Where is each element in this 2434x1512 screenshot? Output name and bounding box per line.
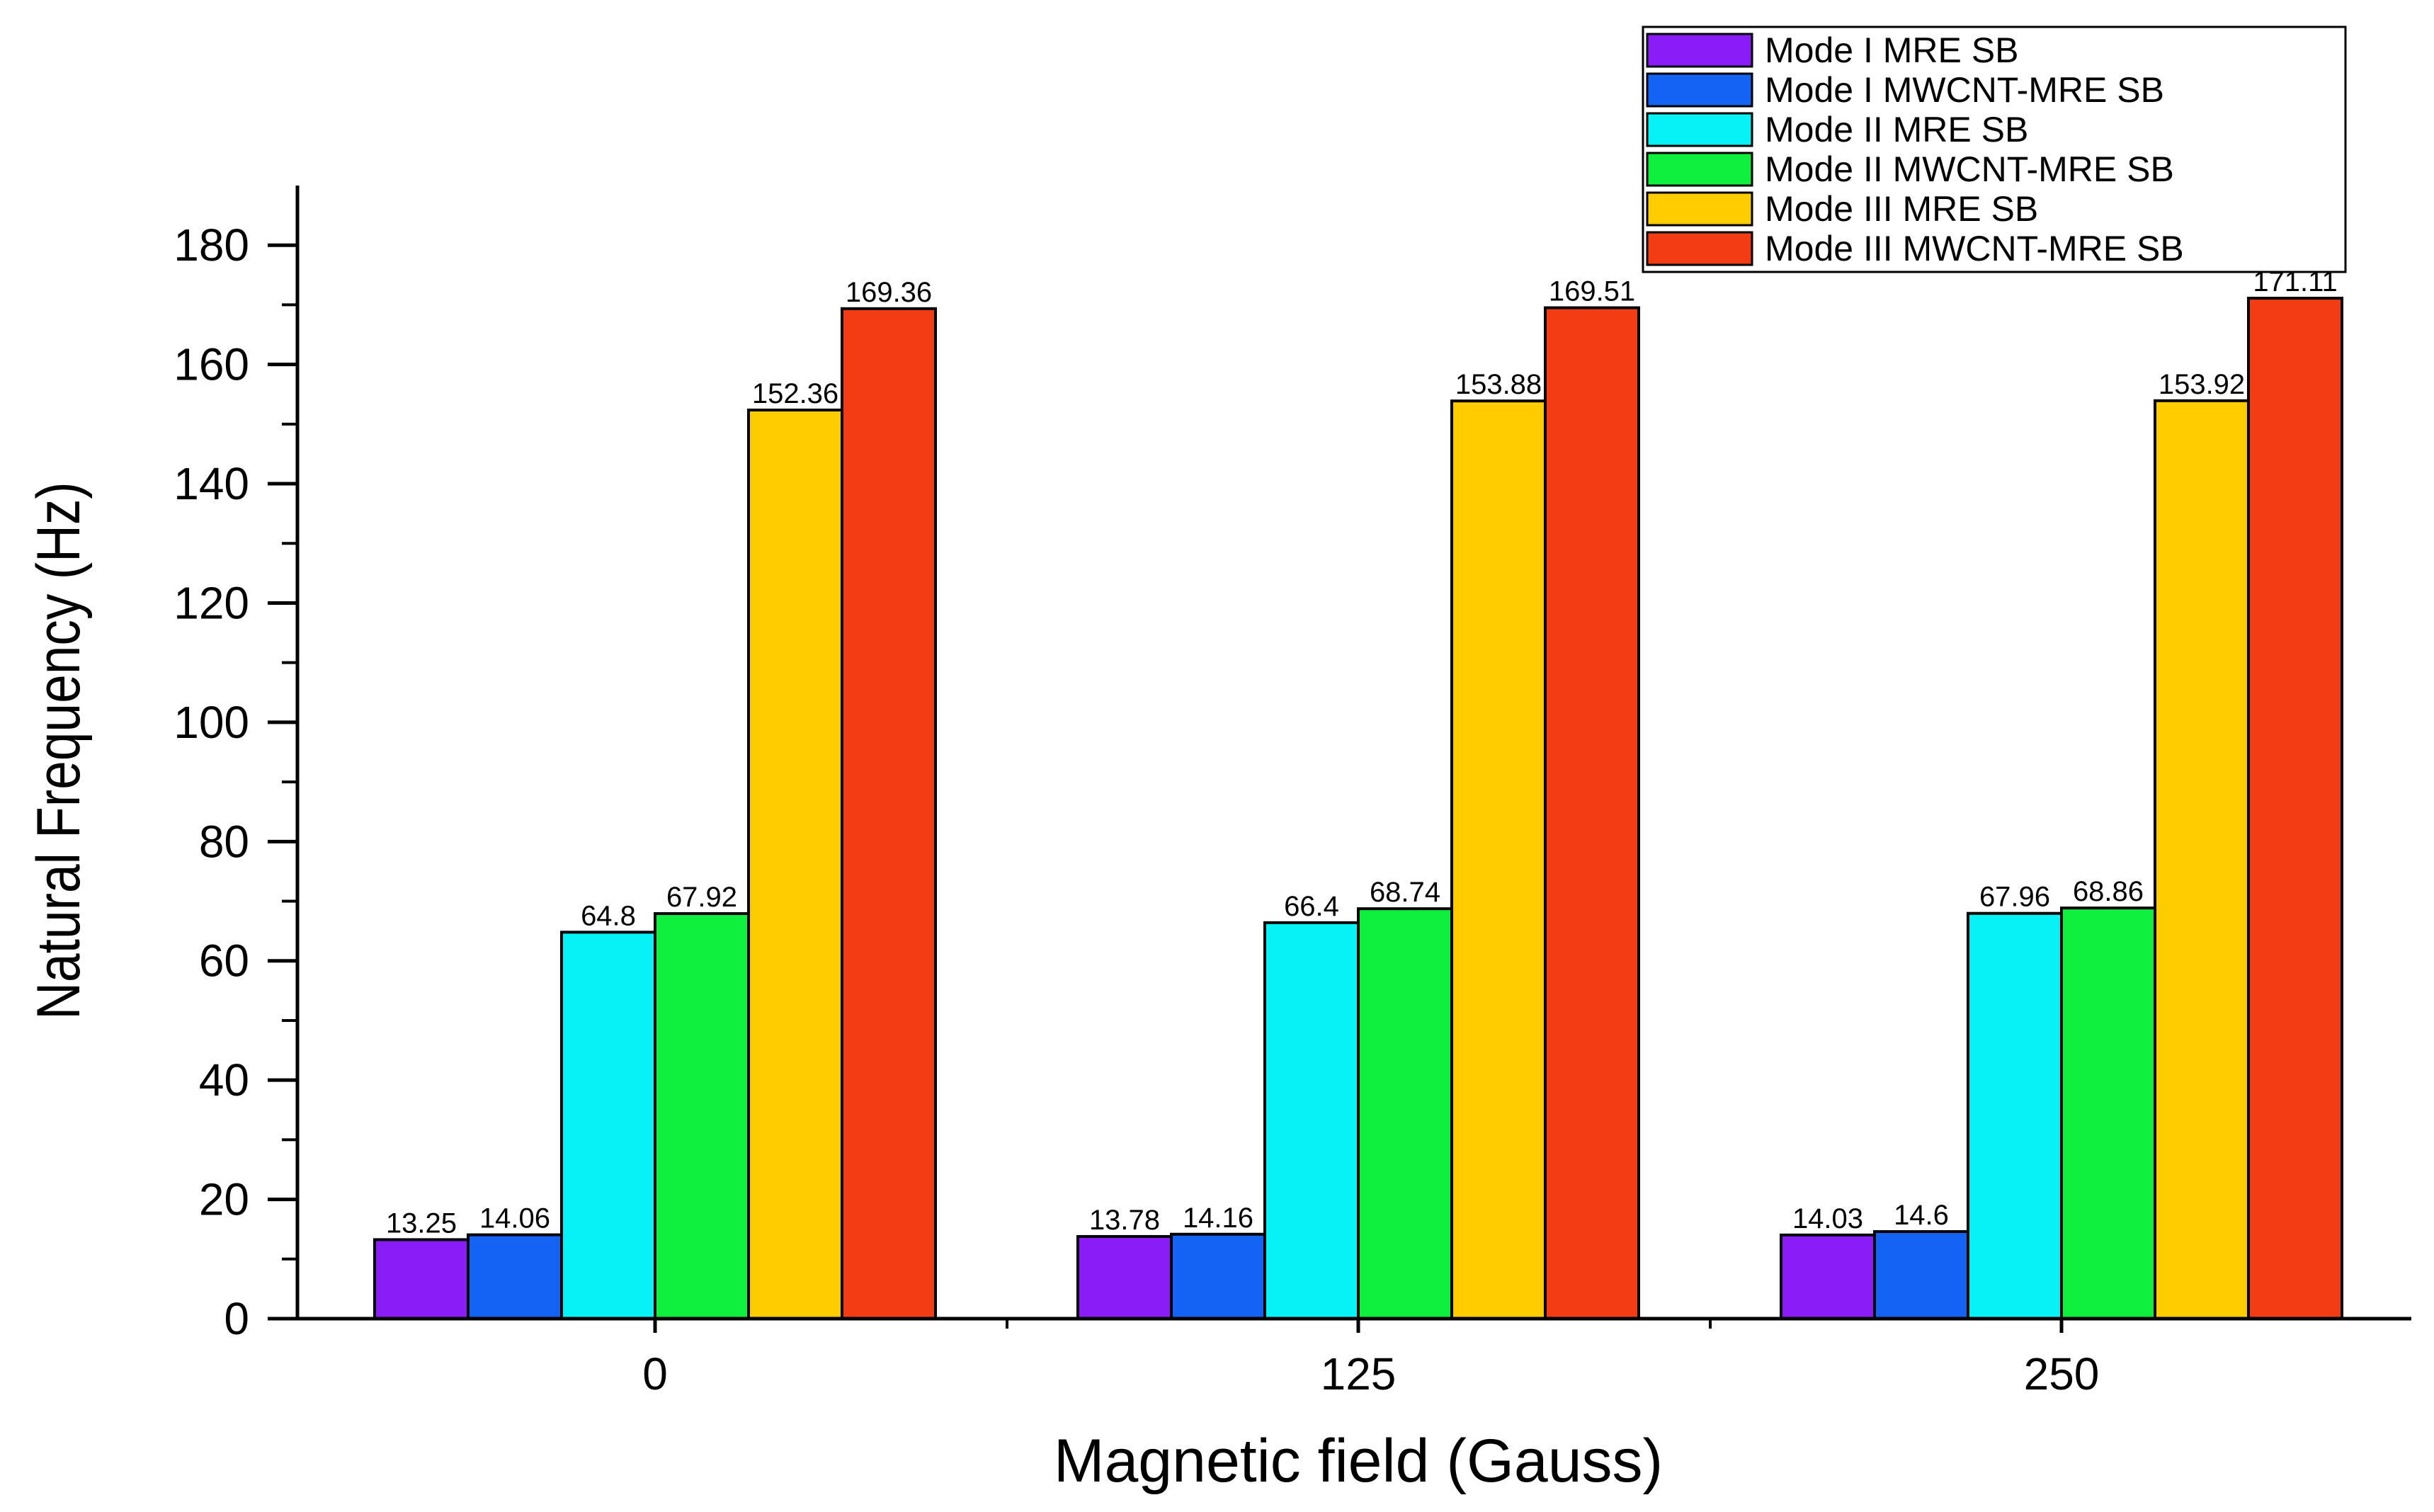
bar xyxy=(2247,297,2343,1320)
legend-swatch xyxy=(1646,33,1753,68)
legend-swatch xyxy=(1646,191,1753,227)
data-label: 14.06 xyxy=(479,1203,550,1234)
y-tick-label: 140 xyxy=(174,458,249,509)
data-label: 153.92 xyxy=(2159,369,2245,400)
y-tick-label: 40 xyxy=(199,1055,249,1105)
data-label: 169.51 xyxy=(1549,276,1635,307)
bar xyxy=(373,1238,470,1320)
data-label: 153.88 xyxy=(1455,369,1542,400)
bar xyxy=(467,1233,563,1320)
data-label: 68.86 xyxy=(2073,876,2144,907)
legend-label: Mode I MWCNT-MRE SB xyxy=(1765,70,2164,110)
bar xyxy=(2154,399,2250,1321)
bar xyxy=(1780,1233,1876,1321)
legend-label: Mode III MWCNT-MRE SB xyxy=(1765,229,2184,268)
legend-frame xyxy=(1642,25,2347,273)
data-label: 68.74 xyxy=(1370,877,1440,908)
bar xyxy=(1357,907,1453,1320)
y-tick-label: 180 xyxy=(174,220,249,271)
bar xyxy=(560,931,656,1320)
data-label: 169.36 xyxy=(846,277,932,308)
bar xyxy=(1544,306,1640,1320)
bar xyxy=(1450,399,1547,1320)
bar xyxy=(1967,911,2063,1321)
x-tick-label: 0 xyxy=(642,1348,668,1399)
y-tick-label: 100 xyxy=(174,697,249,748)
legend-swatch xyxy=(1646,112,1753,147)
bar xyxy=(841,307,937,1320)
plot-area: 13.25 13.78 14.03 14.06 14.16 14.6 64.8 66.4 67.… xyxy=(373,266,2343,1321)
data-label: 66.4 xyxy=(1284,891,1339,922)
bar xyxy=(1170,1232,1266,1321)
axes: 0 20 40 60 80 100 120 140 160 180 0 125 250 xyxy=(174,186,2411,1399)
data-label: 14.03 xyxy=(1792,1203,1863,1234)
legend-label: Mode I MRE SB xyxy=(1765,30,2018,70)
data-label: 14.16 xyxy=(1183,1203,1253,1234)
data-label: 13.78 xyxy=(1089,1205,1160,1236)
legend-swatch xyxy=(1646,152,1753,187)
y-tick-label: 80 xyxy=(199,816,249,867)
y-axis-title: Natural Frequency (Hz) xyxy=(24,482,92,1020)
bar xyxy=(2060,906,2156,1320)
x-tick-label: 125 xyxy=(1321,1348,1397,1399)
legend-label: Mode III MRE SB xyxy=(1765,189,2038,229)
legend-swatch xyxy=(1646,231,1753,266)
bar xyxy=(1263,921,1360,1321)
legend-swatch xyxy=(1646,72,1753,108)
data-label: 14.6 xyxy=(1894,1200,1949,1231)
legend-label: Mode II MRE SB xyxy=(1765,110,2028,149)
y-tick-label: 20 xyxy=(199,1174,249,1225)
x-tick-label: 250 xyxy=(2024,1348,2100,1399)
data-label: 67.96 xyxy=(1979,882,2050,913)
y-tick-label: 120 xyxy=(174,577,249,628)
bar xyxy=(1873,1230,1969,1320)
bar xyxy=(654,912,750,1320)
bar xyxy=(1076,1234,1173,1320)
y-tick-label: 160 xyxy=(174,339,249,390)
data-label: 67.92 xyxy=(666,882,737,913)
bar xyxy=(747,408,843,1321)
data-label: 152.36 xyxy=(752,378,838,409)
y-tick-label: 0 xyxy=(224,1293,249,1344)
legend-label: Mode II MWCNT-MRE SB xyxy=(1765,149,2174,189)
x-axis-title: Magnetic field (Gauss) xyxy=(1054,1427,1663,1495)
data-label: 13.25 xyxy=(386,1207,457,1239)
y-tick-label: 60 xyxy=(199,936,249,987)
data-label: 64.8 xyxy=(581,900,636,931)
